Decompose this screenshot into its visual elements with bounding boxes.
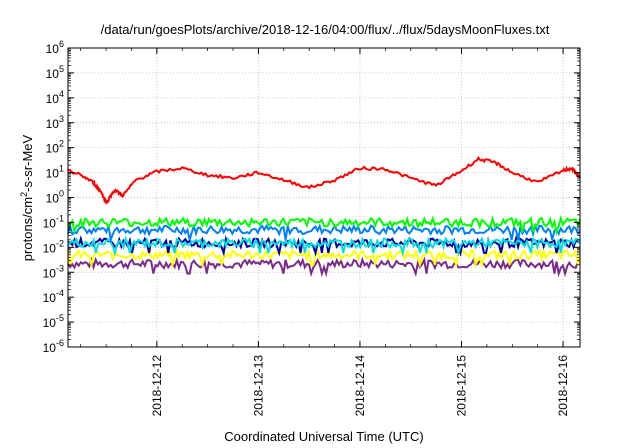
x-axis: 2018-12-12 2018-12-13 2018-12-14 2018-12-15… [80,48,570,417]
grid-lines [68,47,580,348]
y-tick-label: 10-3 [43,263,64,280]
x-tick-label: 2018-12-12 [150,355,164,417]
x-tick-label: 2018-12-14 [353,355,367,417]
y-tick-label: 10-6 [43,338,64,355]
flux-series-line [67,214,581,237]
flux-series-line [67,247,581,269]
y-tick-label: 10-2 [43,238,64,255]
y-tick-label: 100 [46,189,64,206]
y-tick-label: 10-5 [43,313,64,330]
y-tick-label: 102 [46,139,64,156]
y-tick-label: 104 [46,89,64,106]
flux-series-line [67,235,581,257]
y-tick-label: 101 [46,164,64,181]
x-tick-label: 2018-12-15 [455,355,469,417]
y-tick-label: 105 [46,64,64,81]
y-tick-label: 10-1 [43,213,64,230]
y-tick-label: 106 [46,39,64,56]
flux-series-line [67,234,581,257]
x-axis-label: Coordinated Universal Time (UTC) [224,429,423,444]
y-tick-label: 10-4 [43,288,64,305]
chart-title: /data/run/goesPlots/archive/2018-12-16/0… [101,22,550,37]
x-tick-label: 2018-12-13 [251,355,265,417]
red-flux-series-line [67,155,581,205]
x-tick-label: 2018-12-16 [556,355,570,417]
flux-series-line [67,256,581,278]
y-tick-label: 103 [46,114,64,131]
y-axis-label: protons/cm2-s-sr-MeV [19,134,35,261]
flux-series-line [67,222,581,244]
series-layer [67,155,581,278]
